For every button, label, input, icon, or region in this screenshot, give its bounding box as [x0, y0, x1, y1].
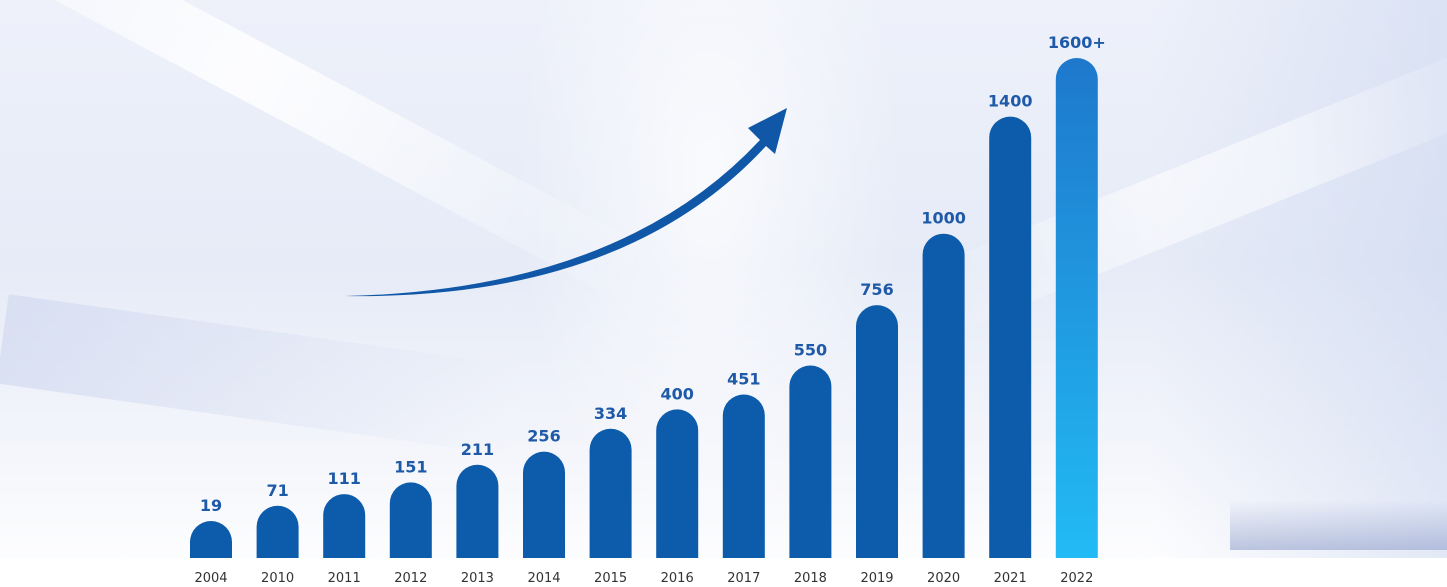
x-tick-2010: 2010: [261, 571, 294, 586]
x-tick-2017: 2017: [727, 571, 760, 586]
x-tick-2014: 2014: [527, 571, 560, 586]
x-tick-2020: 2020: [927, 571, 960, 586]
bar-2018: [789, 365, 832, 558]
value-label-2014: 256: [527, 427, 560, 446]
bar-2019: [856, 305, 898, 558]
x-tick-2011: 2011: [328, 571, 361, 586]
axis-band: [0, 558, 1447, 587]
value-label-2019: 756: [860, 280, 893, 299]
bar-2015: [589, 428, 632, 558]
value-label-2022: 1600+: [1048, 33, 1106, 52]
value-label-2021: 1400: [988, 92, 1033, 111]
growth-arrow-icon: [345, 108, 787, 297]
x-tick-2015: 2015: [594, 571, 627, 586]
bar-2017: [722, 394, 765, 558]
bar-2004: [190, 521, 232, 558]
bar-2016: [656, 409, 699, 558]
x-tick-2021: 2021: [994, 571, 1027, 586]
bar-2014: [523, 451, 565, 558]
value-label-2011: 111: [327, 469, 360, 488]
value-label-2004: 19: [200, 496, 222, 515]
value-label-2012: 151: [394, 457, 427, 476]
x-tick-2022: 2022: [1060, 571, 1093, 586]
value-label-2017: 451: [727, 369, 760, 388]
value-label-2010: 71: [266, 481, 288, 500]
x-tick-2012: 2012: [394, 571, 427, 586]
x-tick-2004: 2004: [194, 571, 227, 586]
bar-2012: [389, 482, 432, 558]
value-label-2013: 211: [461, 440, 494, 459]
value-label-2016: 400: [660, 384, 693, 403]
value-label-2020: 1000: [921, 209, 966, 228]
bar-2013: [456, 464, 499, 558]
value-label-2015: 334: [594, 404, 627, 423]
x-tick-2018: 2018: [794, 571, 827, 586]
x-tick-2019: 2019: [860, 571, 893, 586]
value-label-2018: 550: [794, 340, 827, 359]
x-tick-2013: 2013: [461, 571, 494, 586]
bar-2021: [989, 116, 1032, 559]
bar-2020: [922, 233, 965, 558]
bar-2010: [256, 505, 299, 558]
bar-2011: [323, 494, 366, 558]
bar-2022: [1055, 58, 1098, 558]
x-tick-2016: 2016: [661, 571, 694, 586]
